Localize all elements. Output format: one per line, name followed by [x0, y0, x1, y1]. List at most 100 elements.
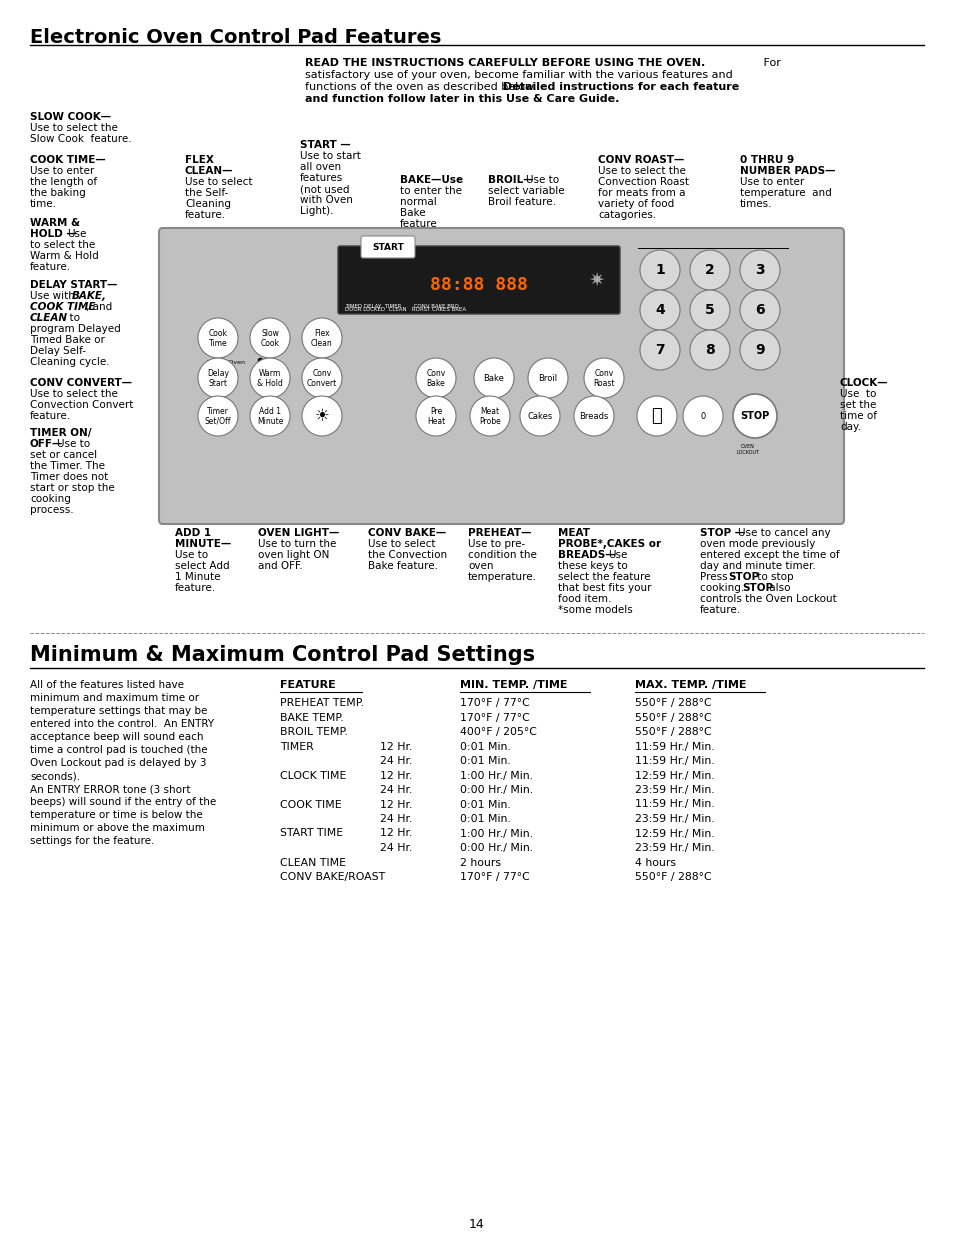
Text: also: also	[765, 583, 790, 593]
Text: temperature.: temperature.	[468, 572, 537, 582]
Text: controls the Oven Lockout: controls the Oven Lockout	[700, 594, 836, 604]
Text: 12:59 Hr./ Min.: 12:59 Hr./ Min.	[635, 771, 714, 781]
Text: TIMED DELAY  TIMER       CONV BAKE BRO: TIMED DELAY TIMER CONV BAKE BRO	[345, 304, 458, 309]
Text: Delay: Delay	[207, 368, 229, 378]
Text: 14: 14	[469, 1218, 484, 1231]
Text: Press: Press	[700, 572, 730, 582]
Text: Clean: Clean	[311, 338, 333, 347]
Circle shape	[740, 249, 780, 290]
Text: Bake: Bake	[426, 378, 445, 388]
Text: set the: set the	[840, 400, 876, 410]
Text: 8: 8	[704, 343, 714, 357]
Text: 12:59 Hr./ Min.: 12:59 Hr./ Min.	[635, 829, 714, 839]
Text: to stop: to stop	[753, 572, 793, 582]
Text: feature.: feature.	[30, 411, 71, 421]
Text: temperature or time is below the: temperature or time is below the	[30, 810, 203, 820]
Text: condition the: condition the	[468, 550, 537, 559]
FancyBboxPatch shape	[360, 236, 415, 258]
Circle shape	[416, 396, 456, 436]
Text: 0:00 Hr./ Min.: 0:00 Hr./ Min.	[459, 785, 533, 795]
Circle shape	[519, 396, 559, 436]
Text: Detailed instructions for each feature: Detailed instructions for each feature	[502, 82, 739, 91]
Text: Timed Oven: Timed Oven	[207, 359, 245, 366]
Circle shape	[639, 330, 679, 370]
Text: Slow Cook  feature.: Slow Cook feature.	[30, 135, 132, 144]
Text: Roast: Roast	[593, 378, 614, 388]
Text: Pre: Pre	[430, 406, 441, 415]
Text: 7: 7	[655, 343, 664, 357]
Text: CLEAN—: CLEAN—	[185, 165, 233, 177]
Text: Use to enter: Use to enter	[30, 165, 94, 177]
Text: Use to select the: Use to select the	[30, 124, 118, 133]
Text: Use with: Use with	[30, 291, 78, 301]
Text: Electronic Oven Control Pad Features: Electronic Oven Control Pad Features	[30, 28, 441, 47]
Text: entered except the time of: entered except the time of	[700, 550, 839, 559]
Text: CONV ROAST—: CONV ROAST—	[598, 156, 683, 165]
Text: Conv: Conv	[312, 368, 332, 378]
Text: SLOW COOK—: SLOW COOK—	[30, 112, 111, 122]
Text: 0 THRU 9: 0 THRU 9	[740, 156, 793, 165]
Text: process.: process.	[30, 505, 73, 515]
Circle shape	[689, 290, 729, 330]
Text: STOP: STOP	[727, 572, 759, 582]
Text: 0: 0	[700, 411, 705, 420]
Text: 170°F / 77°C: 170°F / 77°C	[459, 713, 529, 722]
Text: start or stop the: start or stop the	[30, 483, 114, 493]
Text: TIMER ON/: TIMER ON/	[30, 429, 91, 438]
Text: features: features	[299, 173, 343, 183]
Text: BAKE TEMP.: BAKE TEMP.	[280, 713, 343, 722]
Text: Cook: Cook	[260, 338, 279, 347]
Text: Use: Use	[607, 550, 627, 559]
Text: select the feature: select the feature	[558, 572, 650, 582]
Text: Light).: Light).	[299, 206, 334, 216]
Text: to select the: to select the	[30, 240, 95, 249]
Circle shape	[302, 396, 341, 436]
Text: Use to select: Use to select	[368, 538, 435, 550]
Text: feature: feature	[399, 219, 437, 228]
Text: time of: time of	[840, 411, 876, 421]
Text: Conv: Conv	[426, 368, 445, 378]
Text: START —: START —	[299, 140, 351, 149]
Text: HOLD —: HOLD —	[30, 228, 76, 240]
Text: ✷: ✷	[587, 270, 603, 289]
Text: the length of: the length of	[30, 177, 97, 186]
Circle shape	[474, 358, 514, 398]
Circle shape	[583, 358, 623, 398]
Text: Cakes: Cakes	[527, 411, 552, 420]
Circle shape	[198, 358, 237, 398]
Text: BAKE—Use: BAKE—Use	[399, 175, 462, 185]
Circle shape	[416, 358, 456, 398]
Text: Convection Roast: Convection Roast	[598, 177, 688, 186]
Text: 170°F / 77°C: 170°F / 77°C	[459, 872, 529, 882]
Text: Timed Bake or: Timed Bake or	[30, 335, 105, 345]
Text: 24 Hr.: 24 Hr.	[379, 844, 412, 853]
Text: time a control pad is touched (the: time a control pad is touched (the	[30, 745, 208, 755]
Text: and function follow later in this Use & Care Guide.: and function follow later in this Use & …	[305, 94, 618, 104]
Circle shape	[637, 396, 677, 436]
Text: COOK TIME: COOK TIME	[30, 303, 95, 312]
Text: feature.: feature.	[185, 210, 226, 220]
Text: Minute: Minute	[256, 416, 283, 426]
Text: 550°F / 288°C: 550°F / 288°C	[635, 727, 711, 737]
Text: day and minute timer.: day and minute timer.	[700, 561, 815, 571]
Text: Start: Start	[209, 378, 227, 388]
Text: 1:00 Hr./ Min.: 1:00 Hr./ Min.	[459, 771, 533, 781]
Text: 6: 6	[755, 303, 764, 317]
Circle shape	[250, 396, 290, 436]
FancyBboxPatch shape	[337, 246, 619, 314]
Text: Use to start: Use to start	[299, 151, 360, 161]
Text: OVEN
LOCKOUT: OVEN LOCKOUT	[736, 445, 759, 454]
Text: Use  to: Use to	[840, 389, 876, 399]
Text: PROBE*,CAKES or: PROBE*,CAKES or	[558, 538, 660, 550]
Text: OVEN LIGHT—: OVEN LIGHT—	[257, 529, 339, 538]
Text: cooking: cooking	[30, 494, 71, 504]
Text: 5: 5	[704, 303, 714, 317]
Text: Use to turn the: Use to turn the	[257, 538, 336, 550]
Text: DOOR LOCKED  CLEAN   ROAST CAKES BREA: DOOR LOCKED CLEAN ROAST CAKES BREA	[345, 308, 466, 312]
Text: FEATURE: FEATURE	[280, 680, 335, 690]
Text: CLOCK—: CLOCK—	[840, 378, 887, 388]
Circle shape	[689, 330, 729, 370]
Text: 23:59 Hr./ Min.: 23:59 Hr./ Min.	[635, 785, 714, 795]
Text: ADD 1: ADD 1	[174, 529, 211, 538]
Text: 11:59 Hr./ Min.: 11:59 Hr./ Min.	[635, 741, 714, 752]
